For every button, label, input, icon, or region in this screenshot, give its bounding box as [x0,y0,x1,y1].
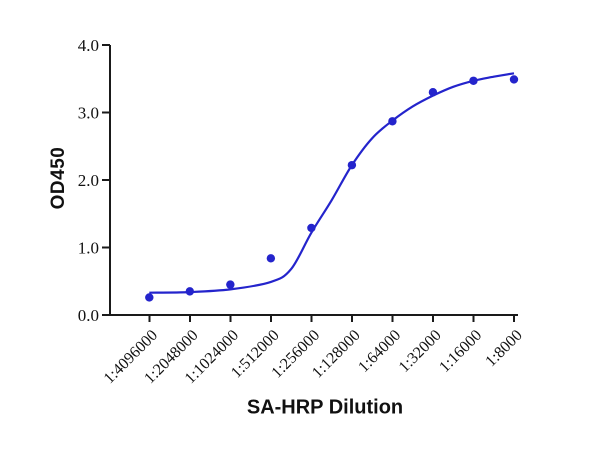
data-point [145,293,154,302]
y-axis-title: OD450 [48,146,69,210]
y-tick-label: 0.0 [78,306,99,325]
data-point [226,280,235,289]
data-point [307,223,316,233]
y-tick-label: 1.0 [78,239,99,258]
data-point [347,160,357,170]
x-tick-label: 1:32000 [396,327,445,376]
x-tick-label: 1:64000 [355,327,404,376]
data-point [509,75,519,84]
data-point [388,117,397,126]
data-point [428,88,438,97]
y-tick-label: 4.0 [78,36,99,55]
y-tick-label: 2.0 [78,171,99,190]
data-point [185,287,195,296]
data-point [469,76,478,85]
data-point [266,254,276,263]
fit-curve [149,72,515,294]
x-axis-title: SA-HRP Dilution [246,396,404,419]
x-tick-label: 1:16000 [436,327,485,376]
y-tick-label: 3.0 [78,104,99,123]
x-tick-label: 1:8000 [482,327,525,370]
